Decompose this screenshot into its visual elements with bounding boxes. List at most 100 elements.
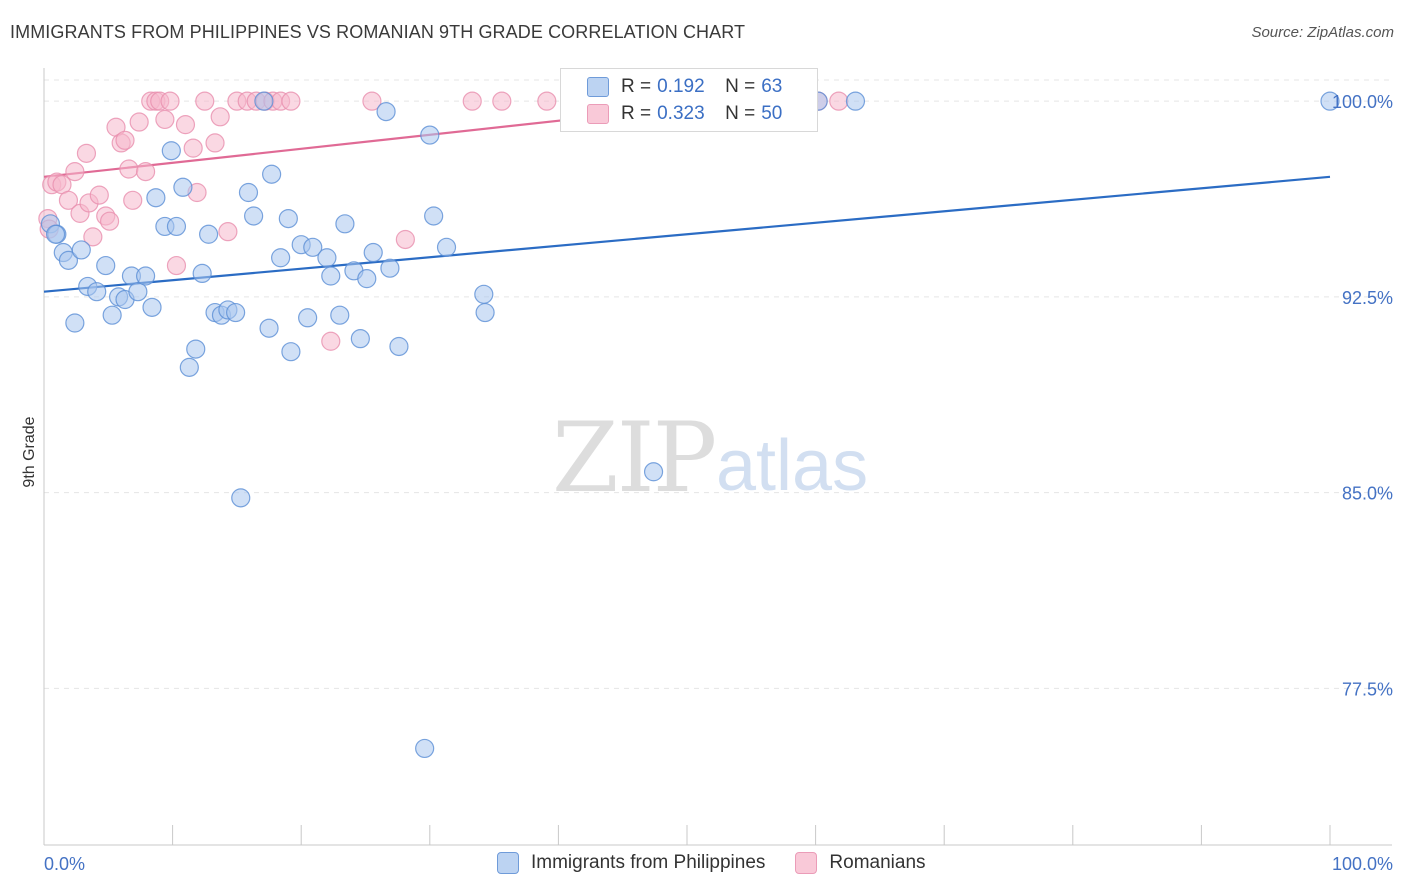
philippines-point: [71, 240, 91, 260]
romanians-point: [115, 130, 135, 150]
philippines-point: [380, 258, 400, 278]
philippines-point: [317, 248, 337, 268]
romanians-point: [395, 229, 415, 250]
romanians-point: [129, 112, 149, 132]
philippines-point: [259, 318, 279, 338]
romanians-point: [829, 91, 849, 111]
romanians-point: [83, 227, 103, 247]
chart-title: IMMIGRANTS FROM PHILIPPINES VS ROMANIAN …: [10, 22, 746, 42]
philippines-point: [363, 242, 383, 263]
philippines-point: [173, 177, 193, 197]
y-tick-label: 77.5%: [1342, 679, 1393, 699]
romanians-point: [135, 162, 156, 182]
legend-r-value-romanians: 0.323: [657, 103, 705, 124]
philippines-point: [238, 182, 259, 203]
philippines-point: [303, 237, 323, 257]
legend-label-philippines: Immigrants from Philippines: [531, 852, 766, 873]
y-tick-label: 85.0%: [1342, 484, 1393, 504]
philippines-point: [376, 101, 396, 122]
axis-labels: 100.0% 92.5% 85.0% 77.5% 0.0% 100.0% 9th Grade: [21, 92, 1393, 874]
legend-item-romanians[interactable]: Romanians: [795, 852, 926, 874]
philippines-point: [643, 462, 664, 482]
legend-item-philippines[interactable]: Immigrants from Philippines: [497, 852, 765, 874]
philippines-point: [271, 248, 291, 268]
philippines-point: [330, 305, 350, 325]
philippines-point: [128, 282, 148, 302]
philippines-point: [231, 488, 251, 508]
romanians-point: [76, 143, 97, 163]
philippines-point: [1320, 91, 1340, 111]
philippines-point: [845, 91, 866, 111]
romanians-point: [183, 138, 203, 158]
philippines-point: [161, 141, 181, 161]
romanians-point: [65, 162, 85, 182]
philippines-point: [262, 164, 282, 184]
philippines-point: [87, 282, 107, 302]
romanians-point: [321, 331, 341, 351]
watermark-atlas: atlas: [716, 426, 869, 506]
philippines-point: [192, 263, 212, 284]
philippines-point: [179, 357, 199, 377]
philippines-point: [45, 224, 66, 244]
legend-swatch-pink: [587, 104, 609, 124]
romanians-point: [195, 91, 215, 111]
romanians-point: [119, 159, 139, 179]
philippines-point: [281, 342, 301, 362]
legend-swatch-pink: [795, 852, 818, 874]
romanians-point: [205, 133, 225, 153]
y-tick-label: 100.0%: [1332, 92, 1393, 112]
romanians-point: [175, 115, 196, 135]
romanians-point: [155, 109, 175, 130]
romanians-point: [160, 91, 180, 111]
philippines-point: [146, 188, 166, 208]
romanians-point: [166, 255, 187, 276]
romanians-point: [218, 222, 238, 242]
legend-n-label: N =: [725, 103, 756, 124]
philippines-point: [96, 255, 116, 276]
stats-legend: R = 0.192 N = 63 R = 0.323 N = 50: [560, 68, 818, 132]
legend-label-romanians: Romanians: [829, 852, 926, 873]
philippines-trend-line: [43, 175, 1331, 293]
philippines-point: [254, 91, 274, 111]
philippines-point: [436, 237, 457, 257]
philippines-point: [58, 250, 79, 270]
philippines-point: [186, 339, 206, 359]
legend-r-value-philippines: 0.192: [657, 76, 705, 97]
romanians-point: [123, 190, 143, 210]
philippines-point: [350, 329, 370, 349]
y-axis-title: 9th Grade: [21, 416, 38, 487]
philippines-point: [65, 313, 85, 333]
romanians-point: [58, 190, 79, 210]
philippines-point: [166, 216, 187, 237]
watermark-zip: ZIP: [552, 402, 717, 514]
philippines-point: [278, 209, 298, 229]
data-points: [38, 91, 1340, 759]
axes: [43, 68, 1392, 846]
philippines-point: [244, 206, 264, 226]
philippines-point: [135, 266, 156, 286]
philippines-point: [424, 206, 444, 226]
philippines-point: [474, 284, 494, 304]
philippines-point: [415, 738, 435, 759]
x-tick-label-max: 100.0%: [1332, 854, 1393, 874]
romanians-point: [462, 91, 482, 111]
philippines-point: [335, 214, 355, 234]
philippines-point: [142, 297, 162, 317]
philippines-point: [199, 224, 219, 244]
y-tick-label: 92.5%: [1342, 288, 1393, 308]
romanians-point: [210, 107, 230, 127]
series-legend: Immigrants from Philippines Romanians: [497, 852, 956, 874]
philippines-point: [321, 266, 341, 286]
legend-r-label: R =: [621, 103, 652, 124]
philippines-point: [226, 302, 246, 323]
legend-r-label: R =: [621, 76, 652, 97]
legend-row-philippines: R = 0.192 N = 63: [587, 75, 782, 99]
legend-row-romanians: R = 0.323 N = 50: [587, 102, 782, 126]
legend-n-value-philippines: 63: [761, 76, 783, 97]
philippines-point: [298, 308, 318, 328]
legend-swatch-blue: [587, 77, 609, 97]
x-tick-label-min: 0.0%: [44, 854, 85, 874]
romanians-point: [492, 91, 512, 111]
romanians-point: [362, 91, 382, 111]
